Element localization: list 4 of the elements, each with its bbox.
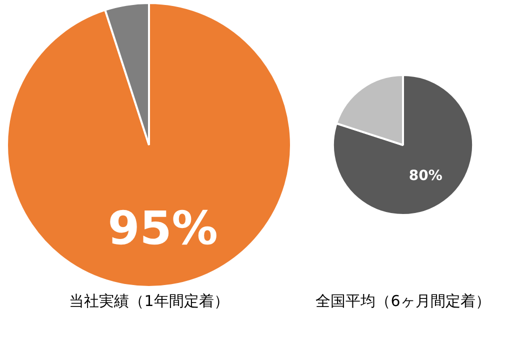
text: 全国平均（6ヶ月間定着） (314, 292, 492, 311)
data-label: 80% (408, 168, 442, 184)
data-label: 95% (108, 200, 218, 255)
text: 当社実績（1年間定着） (68, 292, 230, 311)
